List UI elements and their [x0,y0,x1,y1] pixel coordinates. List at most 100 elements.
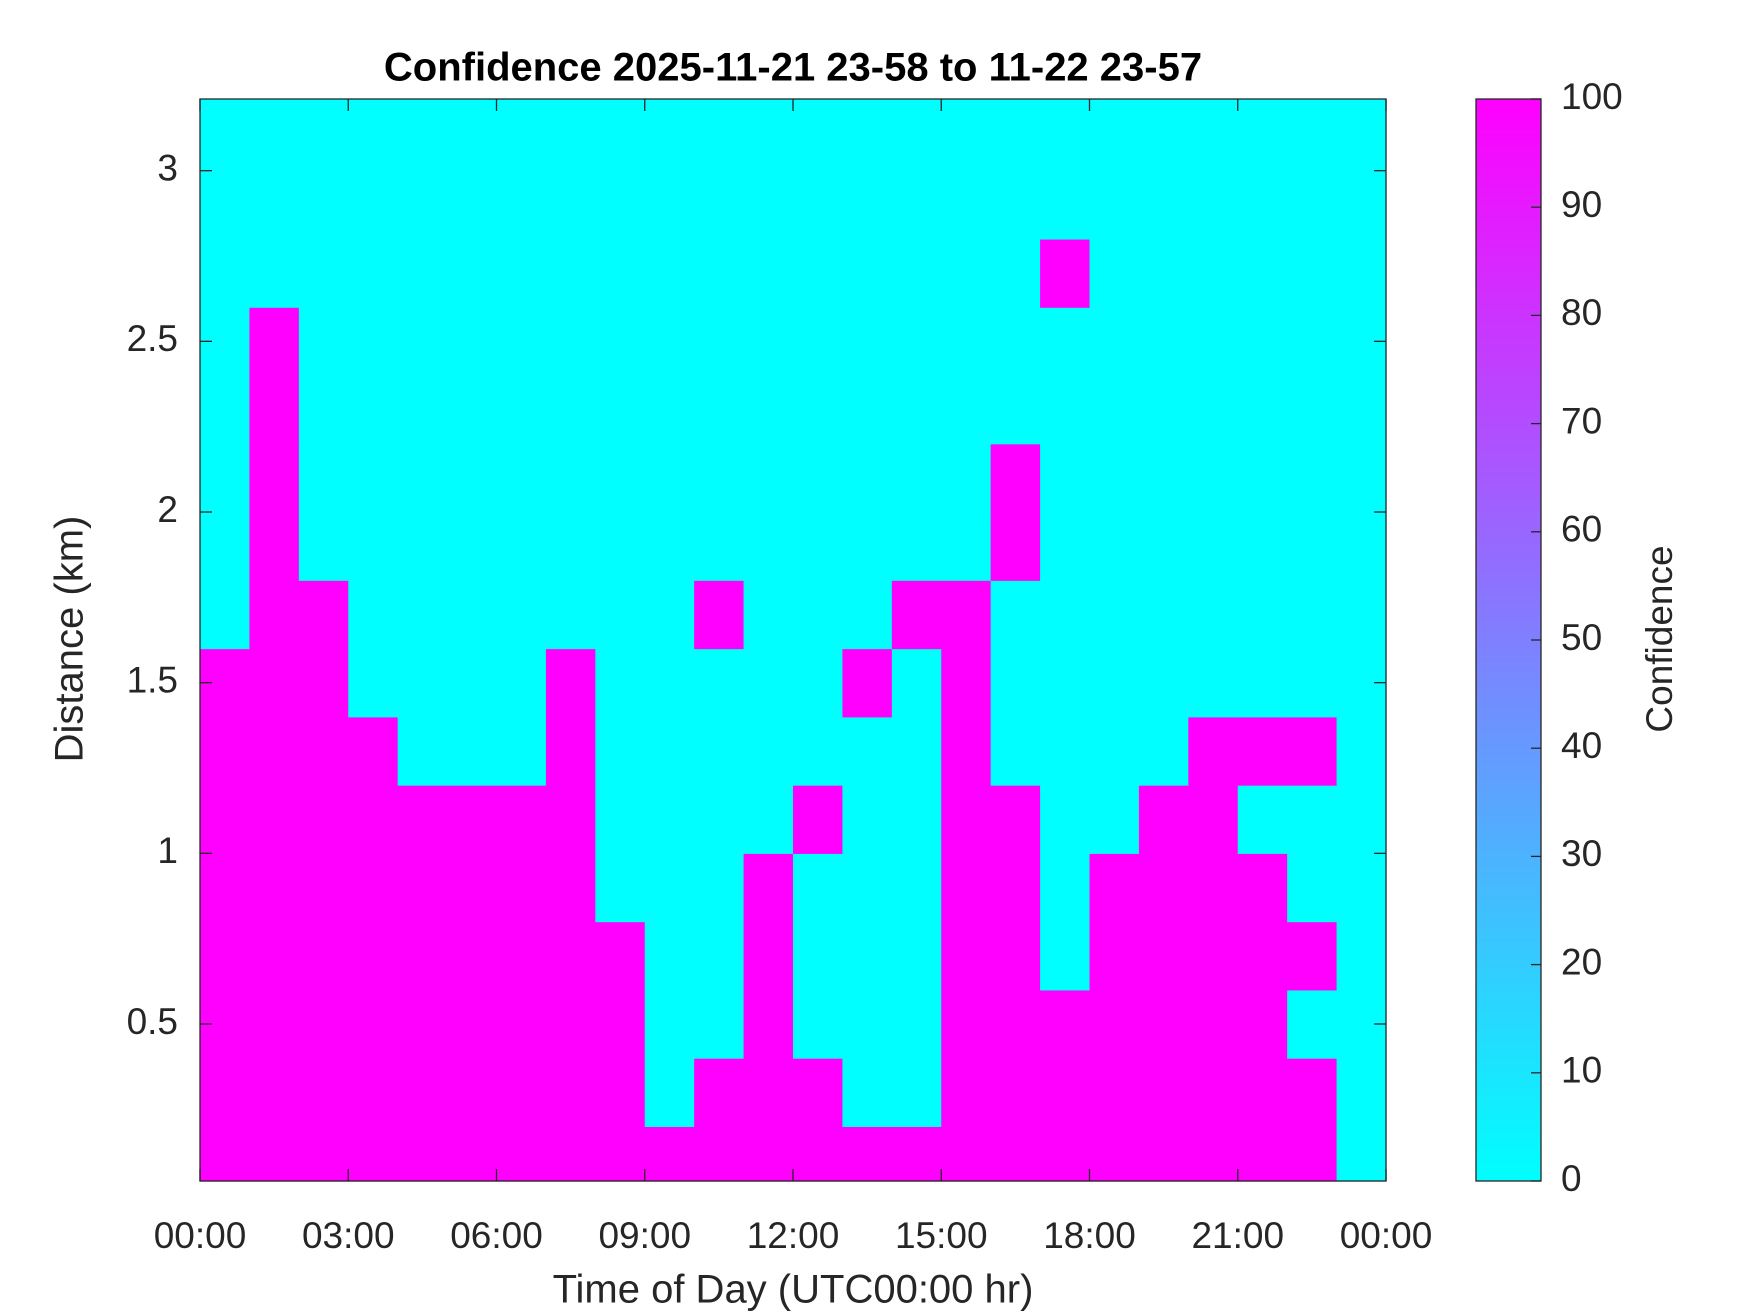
heatmap-cell [842,307,893,377]
x-tick-label: 15:00 [895,1215,988,1256]
heatmap-cell [842,512,893,581]
heatmap-cell [1188,580,1239,650]
heatmap-cell [1188,238,1239,308]
heatmap-cell [249,1126,300,1182]
heatmap-cell [1287,238,1338,308]
heatmap-cell [644,853,695,923]
heatmap-cell [1237,853,1288,923]
heatmap-cell [941,1126,992,1182]
heatmap-cell [496,170,547,240]
heatmap-cell [397,99,448,172]
heatmap-cell [842,853,893,923]
heatmap-cell [447,853,498,923]
heatmap-cell [496,921,547,991]
x-tick-label: 21:00 [1191,1215,1284,1256]
heatmap-cell [595,716,646,786]
heatmap-cell [842,648,893,718]
heatmap-cell [298,785,349,854]
heatmap-cell [1237,170,1288,240]
heatmap-cell [1040,512,1091,581]
y-axis-label: Distance (km) [48,516,92,763]
y-tick-label: 3 [157,147,178,188]
heatmap-cell [941,99,992,172]
heatmap-cell [990,307,1041,377]
heatmap-cell [842,921,893,991]
heatmap-cell [941,1058,992,1127]
heatmap-cell [694,1126,745,1182]
heatmap-cell [1287,785,1338,854]
heatmap-cell [990,853,1041,923]
heatmap-cell [496,375,547,445]
colorbar-tick-label: 70 [1561,400,1602,441]
heatmap-cell [694,989,745,1059]
heatmap-cell [200,1126,251,1182]
heatmap-cell [941,921,992,991]
heatmap-cell [990,921,1041,991]
heatmap-cell [298,1126,349,1182]
heatmap-cell [1287,443,1338,513]
heatmap-cell [1040,443,1091,513]
heatmap-cell [793,716,844,786]
heatmap-cell [545,716,596,786]
x-tick-label: 06:00 [450,1215,543,1256]
heatmap-cell [545,307,596,377]
heatmap-cell [447,238,498,308]
heatmap-cell [496,307,547,377]
heatmap-cell [1237,648,1288,718]
heatmap-cell [447,580,498,650]
colorbar-tick-label: 0 [1561,1158,1582,1199]
heatmap-cell [249,170,300,240]
heatmap-cell [298,648,349,718]
heatmap-cell [348,1058,399,1127]
x-tick-label: 00:00 [1340,1215,1433,1256]
heatmap-cell [595,648,646,718]
heatmap-cell [595,785,646,854]
heatmap-cell [1237,443,1288,513]
colorbar-tick-label: 30 [1561,833,1602,874]
heatmap-cell [743,512,794,581]
heatmap-cell [1336,921,1387,991]
heatmap-cell [249,648,300,718]
heatmap-cell [793,1058,844,1127]
heatmap-cell [545,238,596,308]
heatmap-cell [891,648,942,718]
heatmap-cell [990,1126,1041,1182]
heatmap-cell [743,853,794,923]
heatmap-cell [1089,580,1140,650]
heatmap-cell [496,716,547,786]
heatmap-cell [200,921,251,991]
heatmap-cell [1089,375,1140,445]
heatmap-cell [1188,1126,1239,1182]
heatmap-cell [793,580,844,650]
heatmap-cell [743,785,794,854]
heatmap-cell [249,443,300,513]
heatmap-cell [496,785,547,854]
heatmap-cell [891,307,942,377]
heatmap-cell [1237,375,1288,445]
heatmap-cell [496,512,547,581]
heatmap-cell [397,512,448,581]
heatmap-cell [249,1058,300,1127]
heatmap-cell [1089,785,1140,854]
heatmap-cell [496,1126,547,1182]
heatmap-cell [545,1058,596,1127]
heatmap-cell [1287,1058,1338,1127]
heatmap-cell [545,989,596,1059]
heatmap-cell [694,238,745,308]
heatmap-cell [447,375,498,445]
heatmap-cell [200,375,251,445]
heatmap-cell [249,99,300,172]
heatmap-cell [447,1126,498,1182]
colorbar-tick-label: 20 [1561,941,1602,982]
heatmap-cell [1138,648,1189,718]
heatmap-cell [990,238,1041,308]
heatmap-cell [1138,853,1189,923]
heatmap-cell [1040,921,1091,991]
heatmap-cell [595,238,646,308]
heatmap-cell [1089,989,1140,1059]
heatmap-cell [545,99,596,172]
heatmap-cell [644,580,695,650]
heatmap-cell [397,989,448,1059]
heatmap-cell [1138,989,1189,1059]
heatmap-cell [1138,238,1189,308]
